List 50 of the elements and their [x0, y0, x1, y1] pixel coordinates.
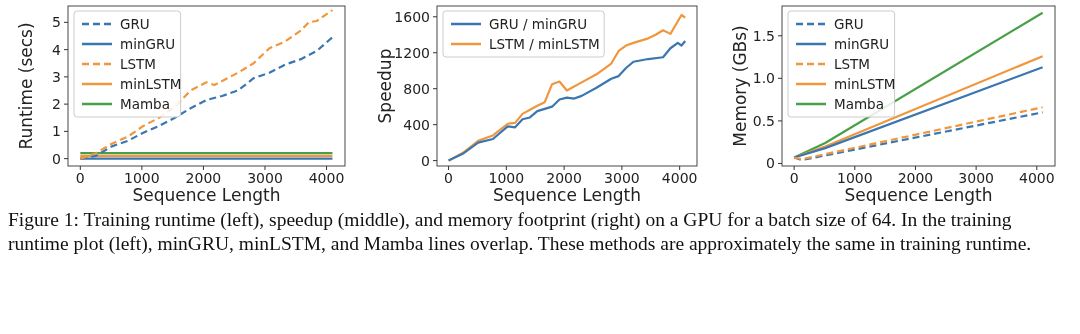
- x-axis-title: Sequence Length: [493, 185, 641, 205]
- x-tick-label: 0: [75, 170, 85, 186]
- legend-label: GRU: [834, 16, 864, 32]
- legend-label: Mamba: [834, 96, 884, 112]
- x-tick-label: 0: [789, 170, 799, 186]
- y-axis-title: Runtime (secs): [16, 22, 36, 150]
- legend-label: Mamba: [120, 96, 170, 112]
- legend-label: LSTM: [834, 56, 870, 72]
- x-tick-label: 3000: [604, 170, 640, 186]
- y-tick-label: 400: [403, 116, 430, 133]
- line-series: [447, 39, 687, 162]
- x-tick-label: 2000: [546, 170, 582, 186]
- y-tick-label: 800: [403, 80, 430, 97]
- x-axis-title: Sequence Length: [844, 185, 993, 205]
- y-tick-label: 3: [52, 68, 61, 85]
- x-tick-label: 2000: [897, 170, 934, 186]
- x-tick-label: 4000: [661, 170, 698, 186]
- legend-label: GRU: [120, 16, 150, 32]
- y-tick-label: 1.0: [752, 70, 775, 87]
- x-tick-label: 4000: [308, 170, 345, 186]
- y-tick-label: 2: [52, 96, 61, 113]
- y-tick-label: 1.5: [752, 27, 775, 44]
- x-tick-label: 4000: [1018, 170, 1055, 186]
- legend-label: minLSTM: [120, 76, 182, 92]
- x-tick-label: 1000: [124, 170, 160, 186]
- legend-label: minGRU: [834, 36, 890, 52]
- y-axis-title: Speedup: [375, 48, 395, 124]
- x-tick-label: 1000: [836, 170, 873, 186]
- y-tick-label: 1: [52, 123, 61, 140]
- legend-label: minGRU: [120, 36, 176, 52]
- y-tick-label: 1200: [394, 44, 430, 61]
- legend-label: LSTM / minLSTM: [489, 36, 600, 52]
- y-tick-label: 0: [766, 155, 775, 172]
- caption: Figure 1: Training runtime (left), speedup (middle), and memory footprint (right) on a GPU for a batch size of 64. In the training runtime plot (left), minGRU, minLSTM, and Mamba lines overlap. These methods are approximately the same in training runtime.: [7, 208, 1033, 256]
- y-tick-label: 0.5: [752, 112, 775, 129]
- legend-label: LSTM: [120, 56, 156, 72]
- y-tick-label: 1600: [394, 8, 430, 25]
- x-tick-label: 1000: [488, 170, 525, 186]
- x-axis-title: Sequence Length: [132, 185, 281, 205]
- x-tick-label: 3000: [958, 170, 994, 186]
- y-tick-label: 4: [52, 41, 62, 58]
- legend-label: GRU / minGRU: [489, 16, 588, 32]
- y-axis-title: Memory (GBs): [730, 25, 750, 147]
- y-tick-label: 0: [421, 152, 430, 169]
- x-tick-label: 3000: [247, 170, 283, 186]
- legend-label: minLSTM: [834, 76, 896, 92]
- y-tick-label: 5: [52, 14, 61, 31]
- x-tick-label: 0: [444, 170, 454, 186]
- y-tick-label: 0: [52, 150, 61, 167]
- x-tick-label: 2000: [185, 170, 222, 186]
